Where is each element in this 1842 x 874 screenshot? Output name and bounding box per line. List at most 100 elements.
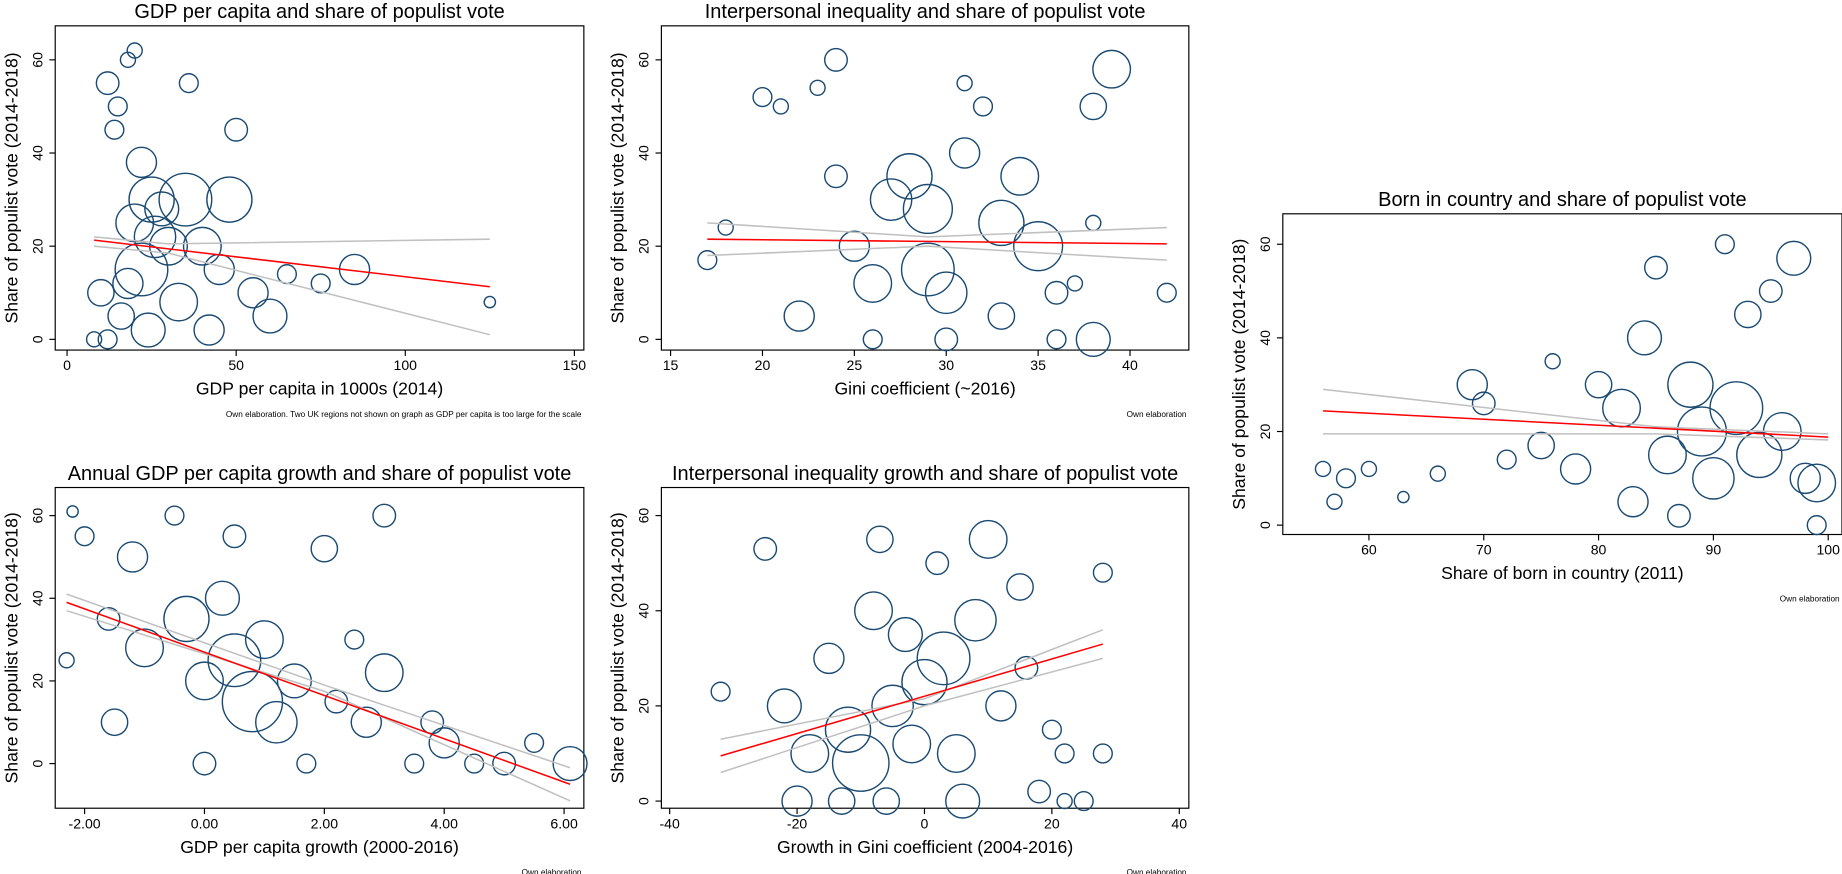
bubble	[831, 734, 890, 792]
bubble	[887, 616, 923, 653]
bubble	[1456, 368, 1489, 401]
bubble	[1056, 792, 1073, 810]
ci-upper	[1322, 388, 1829, 435]
chart-title: GDP per capita and share of populist vot…	[134, 1, 504, 23]
x-tick-label: 0	[63, 357, 71, 373]
y-tick-label: 40	[1257, 330, 1273, 346]
bubble	[1054, 743, 1075, 764]
bubble	[892, 724, 932, 764]
bubble	[1027, 779, 1052, 804]
bubble	[1496, 449, 1517, 470]
chart-title: Annual GDP per capita growth and share o…	[68, 463, 572, 485]
ci-lower	[707, 245, 1167, 261]
bubble	[1527, 431, 1556, 460]
bubble	[97, 329, 118, 350]
fit-line	[1322, 410, 1829, 438]
bubble	[902, 183, 954, 235]
x-tick-label: 100	[1816, 542, 1840, 558]
x-tick-label: 50	[228, 357, 244, 373]
bubble	[178, 73, 199, 94]
bubble	[866, 525, 894, 554]
bubble	[144, 191, 180, 227]
bubble	[854, 591, 894, 631]
bubble	[125, 628, 165, 668]
ci-upper	[66, 593, 571, 769]
bubble	[74, 526, 95, 547]
bubble	[1429, 465, 1447, 482]
bubble	[184, 661, 224, 701]
bubble	[872, 787, 901, 815]
bubble	[163, 595, 210, 643]
bubble	[524, 732, 545, 754]
bubble	[244, 620, 284, 660]
bubble	[985, 690, 1017, 722]
bubble	[192, 751, 217, 776]
x-tick-label: 0	[921, 815, 929, 831]
bubble	[1044, 280, 1069, 305]
y-tick-label: 60	[1257, 236, 1273, 252]
y-axis-label: Share of populist vote (2014-2018)	[2, 52, 22, 323]
x-tick-label: 6.00	[550, 815, 578, 831]
y-tick-label: 40	[29, 590, 45, 606]
x-tick-label: -2.00	[69, 815, 101, 831]
x-tick-label: 40	[1171, 815, 1187, 831]
bubble	[710, 681, 731, 702]
bubble	[1584, 370, 1613, 399]
note: Own elaboration	[522, 868, 582, 874]
y-axis-label: Share of populist vote (2014-2018)	[608, 512, 628, 783]
x-tick-label: 80	[1591, 542, 1607, 558]
bubble	[296, 753, 317, 774]
x-axis-label: GDP per capita growth (2000-2016)	[180, 837, 459, 857]
bubble	[364, 653, 404, 693]
bubble	[1092, 743, 1113, 764]
bubble	[790, 733, 830, 773]
bubble	[1776, 240, 1812, 276]
y-tick-label: 0	[1257, 521, 1273, 529]
bubble	[1092, 49, 1132, 89]
bubble	[221, 670, 284, 733]
x-tick-label: 60	[1361, 542, 1377, 558]
note: Own elaboration. Two UK regions not show…	[226, 410, 582, 419]
x-tick-label: 35	[1030, 357, 1046, 373]
bubble	[224, 117, 249, 142]
x-tick-label: 90	[1706, 542, 1722, 558]
bubble	[827, 787, 856, 815]
bubble	[783, 300, 815, 332]
ci-lower	[720, 657, 1104, 774]
bubble	[193, 314, 225, 346]
bubble	[159, 282, 199, 322]
bubble	[813, 642, 845, 675]
bubble	[58, 652, 75, 669]
plot-area	[1282, 213, 1842, 536]
y-tick-label: 40	[636, 603, 652, 619]
plot-area	[54, 25, 585, 351]
bubble	[862, 329, 883, 350]
bubble	[96, 606, 121, 631]
bubble	[126, 42, 143, 59]
bubble	[1000, 156, 1040, 196]
bubble	[114, 242, 169, 297]
bubble	[1012, 221, 1064, 272]
bubble	[1046, 329, 1067, 350]
bubble	[107, 96, 128, 117]
bubble	[1714, 234, 1735, 255]
bubble	[207, 633, 262, 688]
plot-area	[660, 486, 1190, 809]
bubble	[886, 153, 933, 200]
bubble	[66, 505, 79, 518]
bubble	[925, 551, 950, 576]
bubble	[954, 598, 997, 642]
bubble	[1326, 493, 1343, 510]
bubble	[1360, 460, 1378, 478]
ci-lower	[94, 245, 491, 336]
y-tick-label: 40	[29, 145, 45, 161]
bubble	[206, 176, 253, 223]
bubble	[100, 708, 129, 737]
bubble	[255, 700, 298, 744]
x-axis-label: Share of born in country (2011)	[1441, 563, 1683, 583]
bubble	[1709, 381, 1764, 436]
x-tick-label: -20	[787, 815, 808, 831]
y-tick-label: 60	[29, 52, 45, 68]
bubble	[464, 753, 485, 774]
y-axis-label: Share of populist vote (2014-2018)	[2, 512, 22, 783]
